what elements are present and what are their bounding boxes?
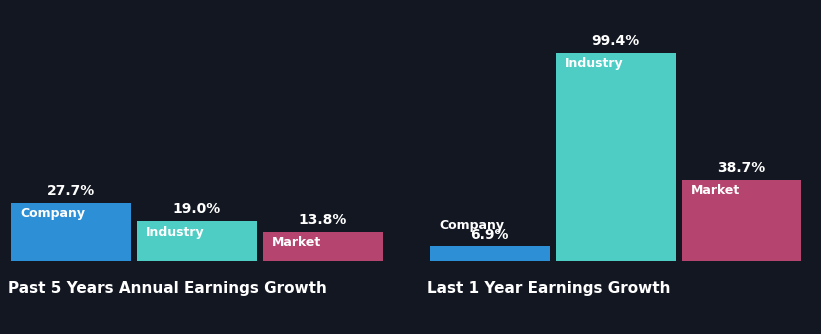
Text: 6.9%: 6.9%: [470, 228, 509, 242]
Bar: [137, 221, 257, 261]
Text: Company: Company: [21, 207, 85, 220]
Text: Past 5 Years Annual Earnings Growth: Past 5 Years Annual Earnings Growth: [8, 281, 327, 296]
Text: 27.7%: 27.7%: [47, 184, 95, 198]
Text: Industry: Industry: [146, 225, 204, 238]
Text: Industry: Industry: [565, 57, 623, 70]
Bar: [263, 232, 383, 261]
Text: Last 1 Year Earnings Growth: Last 1 Year Earnings Growth: [427, 281, 671, 296]
Text: 13.8%: 13.8%: [299, 213, 347, 227]
Text: Market: Market: [690, 184, 740, 197]
Text: Company: Company: [439, 219, 504, 232]
Bar: [430, 246, 550, 261]
Bar: [11, 203, 131, 261]
Text: 19.0%: 19.0%: [173, 202, 221, 216]
Text: 99.4%: 99.4%: [592, 34, 640, 48]
Text: Market: Market: [272, 236, 321, 249]
Bar: [556, 53, 676, 261]
Bar: [681, 180, 801, 261]
Text: 38.7%: 38.7%: [718, 161, 766, 175]
